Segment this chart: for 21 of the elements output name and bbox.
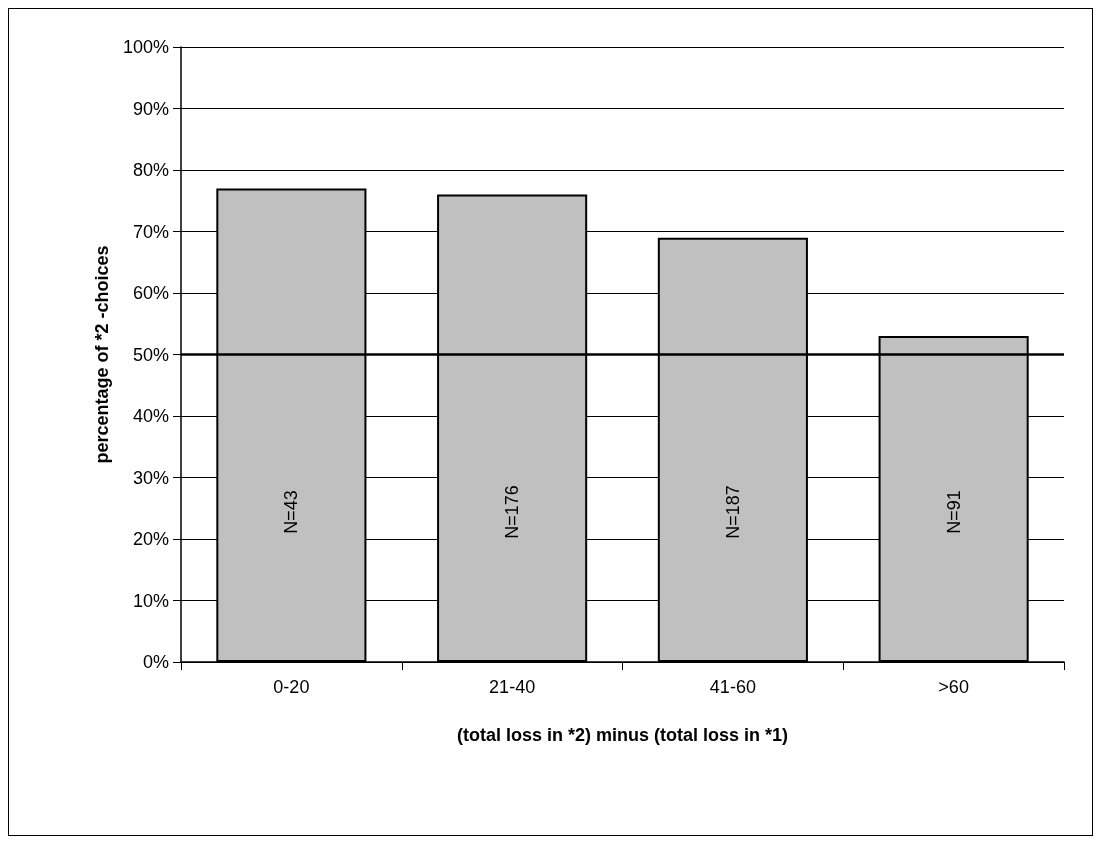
annotation: N=43 <box>281 490 302 534</box>
x-tick-label: 41-60 <box>709 677 756 697</box>
y-tick-label: 80% <box>132 160 169 180</box>
y-tick-label: 60% <box>132 283 169 303</box>
y-tick-label: 70% <box>132 221 169 242</box>
y-tick-label: 100% <box>122 37 169 57</box>
x-tick-label: 21-40 <box>489 677 536 697</box>
annotation: N=91 <box>943 490 964 534</box>
y-tick-label: 40% <box>132 406 169 426</box>
x-axis-title: (total loss in *2) minus (total loss in *1) <box>456 725 789 745</box>
y-tick-label: 0% <box>142 652 169 672</box>
y-tick-label: 30% <box>132 467 169 488</box>
annotation: N=187 <box>722 485 743 539</box>
y-tick-label: 50% <box>132 344 169 365</box>
y-tick-label: 90% <box>132 98 169 119</box>
annotation: N=176 <box>502 485 523 539</box>
x-tick-label: 0-20 <box>273 677 310 697</box>
y-tick-label: 10% <box>132 590 169 611</box>
y-axis-title: percentage of *2 -choices <box>92 245 112 464</box>
x-tick-label: >60 <box>938 677 969 697</box>
y-tick-label: 20% <box>132 529 169 549</box>
